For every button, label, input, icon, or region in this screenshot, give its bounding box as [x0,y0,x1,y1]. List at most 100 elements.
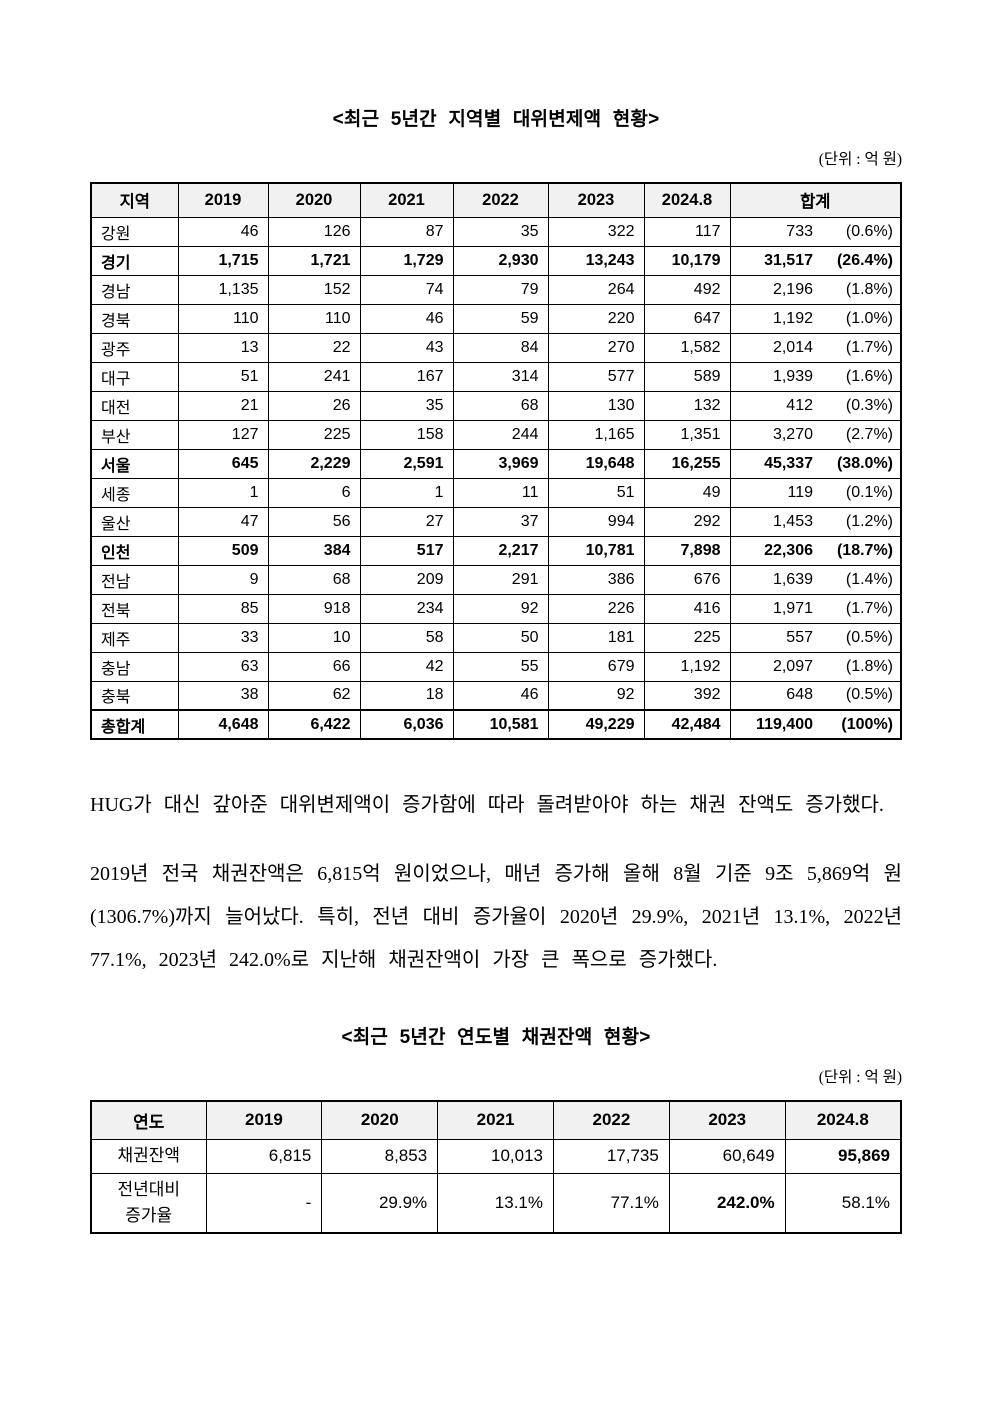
value-cell-2023: 19,648 [547,448,645,479]
total-cell: 22,306 (18.7%) [729,535,902,566]
value-cell-2019: 33 [177,622,269,653]
value-cell-2019: 38 [177,680,269,711]
value-cell-2019: 85 [177,593,269,624]
value-cell-2020: 68 [267,564,361,595]
table1-body: 강원 46 126 87 35 322 117 733 (0.6%) 경기 1,… [90,216,902,740]
value-cell-2020: 22 [267,332,361,363]
value-cell-2020: 1,721 [267,245,361,276]
total-share: (2.7%) [845,425,893,443]
total-share: (26.4%) [836,251,893,269]
total-cell: 119,400 (100%) [729,709,902,740]
total-share: (1.7%) [845,599,893,617]
value-cell-2022: 2,930 [452,245,549,276]
value-cell-2020: 126 [267,216,361,247]
table-row: 경북 110 110 46 59 220 647 1,192 (1.0%) [90,303,902,334]
value-cell-2024-8: 10,179 [643,245,731,276]
total-cell: 1,453 (1.2%) [729,506,902,537]
value-cell-2022: 79 [452,274,549,305]
value-cell-2021: 46 [359,303,454,334]
total-value: 1,192 [772,309,813,327]
value-cell-2024-8: 589 [643,361,731,392]
value-cell-2019: 51 [177,361,269,392]
value-cell-2021: 167 [359,361,454,392]
total-value: 1,939 [772,367,813,385]
table1-header-2024-8: 2024.8 [643,182,731,218]
total-value: 2,097 [772,657,813,675]
table1-header-2023: 2023 [547,182,645,218]
value-cell-2024-8: 1,351 [643,419,731,450]
value-cell-2023: 220 [547,303,645,334]
value-cell-2020: 384 [267,535,361,566]
table1-header-2020: 2020 [267,182,361,218]
total-value: 31,517 [764,251,813,269]
region-cell: 경북 [90,303,179,334]
value-cell-2023: 60,649 [668,1138,786,1174]
value-cell-2020: 152 [267,274,361,305]
value-cell-2023: 270 [547,332,645,363]
value-cell-2023: 1,165 [547,419,645,450]
total-value: 2,014 [772,338,813,356]
region-cell: 강원 [90,216,179,247]
value-cell-2024-8: 292 [643,506,731,537]
total-value: 22,306 [764,541,813,559]
value-cell-2021: 18 [359,680,454,711]
value-cell-2019: 110 [177,303,269,334]
value-cell-2022: 59 [452,303,549,334]
value-cell-2019: 4,648 [177,709,269,740]
total-share: (18.7%) [836,541,893,559]
value-cell-2024-8: 1,582 [643,332,731,363]
region-cell: 경기 [90,245,179,276]
value-cell-2022: 37 [452,506,549,537]
value-cell-2023: 386 [547,564,645,595]
table2-header-2019: 2019 [205,1100,323,1140]
table-row: 서울 645 2,229 2,591 3,969 19,648 16,255 4… [90,448,902,479]
table1-header-2021: 2021 [359,182,454,218]
table-row: 충남 63 66 42 55 679 1,192 2,097 (1.8%) [90,651,902,682]
value-cell-2019: 645 [177,448,269,479]
total-cell: 1,971 (1.7%) [729,593,902,624]
total-value: 648 [786,686,813,704]
value-cell-2019: 1,715 [177,245,269,276]
total-value: 1,453 [772,512,813,530]
table-row: 충북 38 62 18 46 92 392 648 (0.5%) [90,680,902,711]
value-cell-2024-8: 132 [643,390,731,421]
table-row: 전북 85 918 234 92 226 416 1,971 (1.7%) [90,593,902,624]
value-cell-2022: 2,217 [452,535,549,566]
value-cell-2020: 10 [267,622,361,653]
value-cell-2021: 209 [359,564,454,595]
value-cell-2023: 242.0% [668,1172,786,1233]
total-cell: 412 (0.3%) [729,390,902,421]
total-cell: 1,939 (1.6%) [729,361,902,392]
value-cell-2024-8: 225 [643,622,731,653]
value-cell-2021: 35 [359,390,454,421]
total-cell: 119 (0.1%) [729,477,902,508]
value-cell-2020: 110 [267,303,361,334]
value-cell-2021: 27 [359,506,454,537]
total-share: (1.0%) [845,309,893,327]
table1-unit-note: (단위 : 억 원) [818,151,902,168]
total-share: (0.5%) [845,686,893,704]
table-row: 전남 9 68 209 291 386 676 1,639 (1.4%) [90,564,902,595]
table1-header-total: 합계 [729,182,902,218]
total-cell: 557 (0.5%) [729,622,902,653]
value-cell-2020: 6 [267,477,361,508]
regional-subrogation-table: 지역 2019 2020 2021 2022 2023 2024.8 합계 강원… [90,182,902,740]
region-cell: 충남 [90,651,179,682]
total-cell: 733 (0.6%) [729,216,902,247]
region-cell: 세종 [90,477,179,508]
table-row: 경기 1,715 1,721 1,729 2,930 13,243 10,179… [90,245,902,276]
table2-header-2021: 2021 [437,1100,554,1140]
total-cell: 1,639 (1.4%) [729,564,902,595]
total-value: 2,196 [772,280,813,298]
table-row: 인천 509 384 517 2,217 10,781 7,898 22,306… [90,535,902,566]
value-cell-2019: 127 [177,419,269,450]
total-value: 45,337 [764,454,813,472]
value-cell-2022: 3,969 [452,448,549,479]
value-cell-2022: 35 [452,216,549,247]
value-cell-2019: 1 [177,477,269,508]
value-cell-2023: 130 [547,390,645,421]
total-value: 119,400 [756,715,813,733]
value-cell-2020: 918 [267,593,361,624]
value-cell-2019: 13 [177,332,269,363]
total-share: (1.2%) [845,512,893,530]
